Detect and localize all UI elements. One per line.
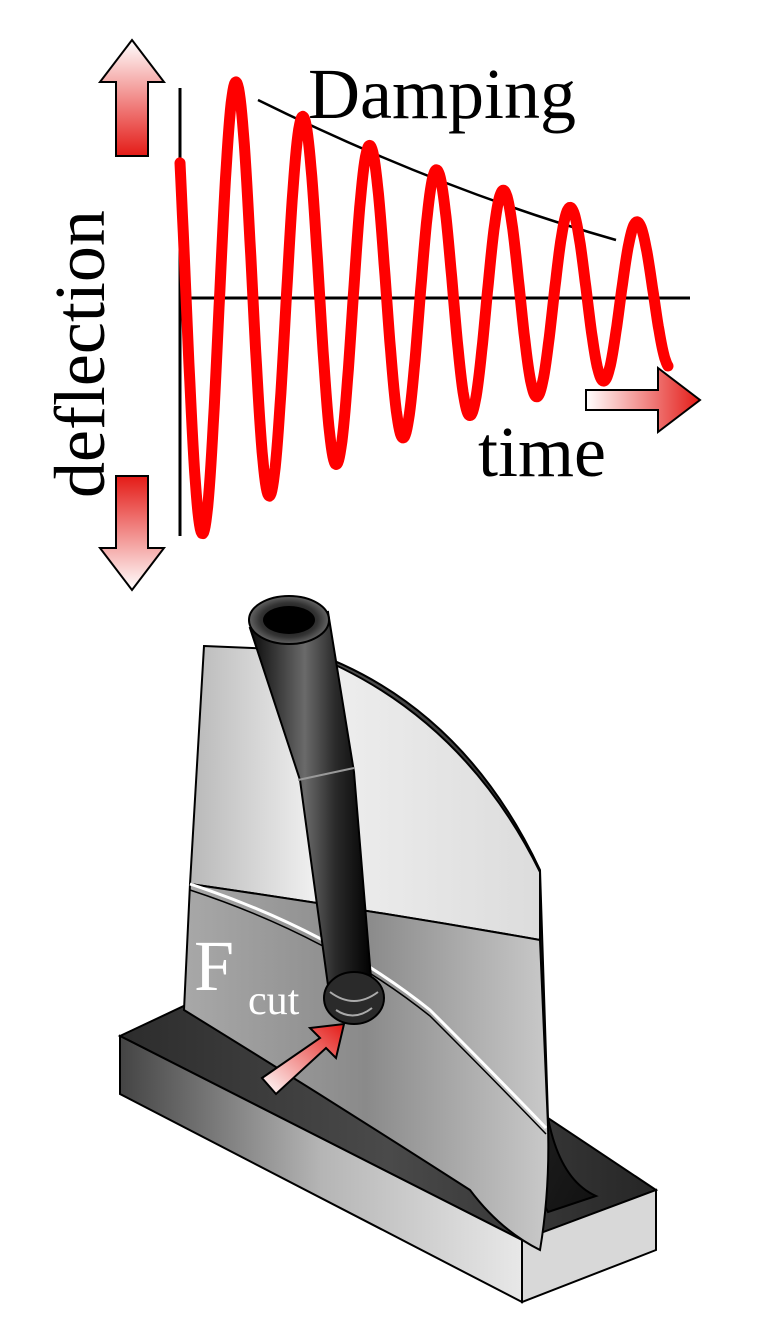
machined-path-line [189,882,548,1130]
milling-scene: F cut [117,595,659,1304]
base-plate-side [521,1188,657,1304]
force-label: F [194,926,234,1006]
time-label: time [478,412,606,492]
arrow-down-icon [97,475,167,592]
deflection-label: deflection [40,210,120,498]
damping-label: Damping [308,54,576,134]
arrow-diagonal-icon [260,1022,346,1096]
arrow-up-icon [97,38,167,157]
blade-lower-face [182,882,550,1252]
force-subscript-label: cut [248,978,300,1024]
deflection-signal [174,76,674,540]
arrow-right-icon [585,365,702,435]
vibration-plot: Damping time deflection [40,38,702,592]
